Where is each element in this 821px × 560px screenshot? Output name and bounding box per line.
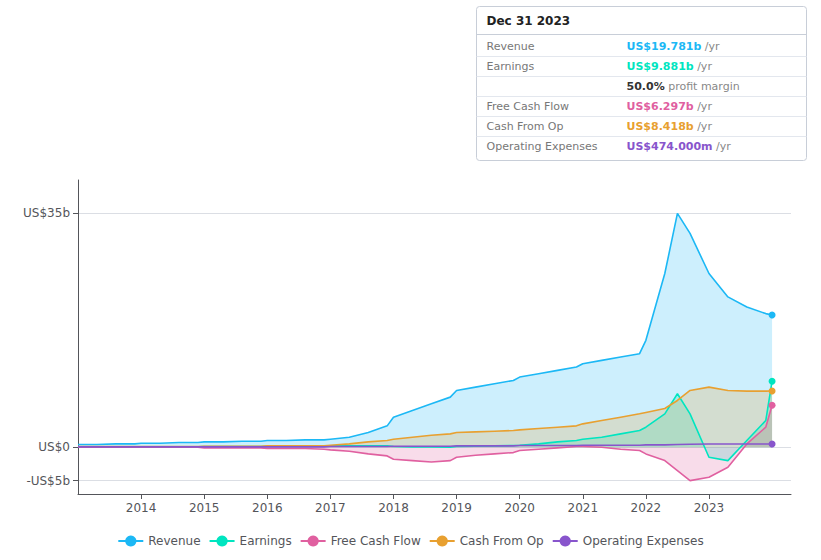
svg-text:US$35b: US$35b — [23, 206, 70, 220]
svg-text:Earnings: Earnings — [487, 60, 535, 73]
svg-text:Free Cash Flow: Free Cash Flow — [487, 100, 570, 113]
svg-text:Revenue: Revenue — [148, 534, 200, 548]
svg-text:2018: 2018 — [378, 501, 409, 515]
svg-text:/yr: /yr — [694, 100, 713, 113]
svg-text:/yr: /yr — [694, 60, 713, 73]
svg-text:profit margin: profit margin — [665, 80, 740, 93]
svg-text:US$19.781b: US$19.781b — [627, 40, 702, 53]
svg-text:US$8.418b: US$8.418b — [627, 120, 694, 133]
svg-text:US$9.881b: US$9.881b — [627, 60, 694, 73]
svg-text:2014: 2014 — [126, 501, 157, 515]
svg-text:2021: 2021 — [568, 501, 599, 515]
svg-text:2020: 2020 — [504, 501, 535, 515]
svg-text:Revenue: Revenue — [487, 40, 535, 53]
svg-text:Earnings: Earnings — [240, 534, 292, 548]
svg-text:2016: 2016 — [252, 501, 283, 515]
svg-text:2023: 2023 — [694, 501, 725, 515]
svg-text:/yr: /yr — [713, 140, 732, 153]
svg-text:Free Cash Flow: Free Cash Flow — [331, 534, 421, 548]
svg-text:US$6.297b: US$6.297b — [627, 100, 694, 113]
svg-text:2017: 2017 — [315, 501, 346, 515]
svg-text:Dec 31 2023: Dec 31 2023 — [487, 14, 571, 28]
svg-text:/yr: /yr — [694, 120, 713, 133]
svg-text:Cash From Op: Cash From Op — [487, 120, 564, 133]
svg-text:Cash From Op: Cash From Op — [460, 534, 544, 548]
svg-text:-US$5b: -US$5b — [26, 474, 70, 488]
svg-text:50.0%: 50.0% — [627, 80, 665, 93]
svg-text:Operating Expenses: Operating Expenses — [487, 140, 598, 153]
svg-text:Operating Expenses: Operating Expenses — [583, 534, 704, 548]
svg-text:2015: 2015 — [189, 501, 220, 515]
svg-text:2019: 2019 — [441, 501, 472, 515]
svg-text:US$474.000m: US$474.000m — [627, 140, 713, 153]
svg-text:US$0: US$0 — [38, 440, 70, 454]
svg-text:/yr: /yr — [701, 40, 720, 53]
svg-text:2022: 2022 — [631, 501, 662, 515]
